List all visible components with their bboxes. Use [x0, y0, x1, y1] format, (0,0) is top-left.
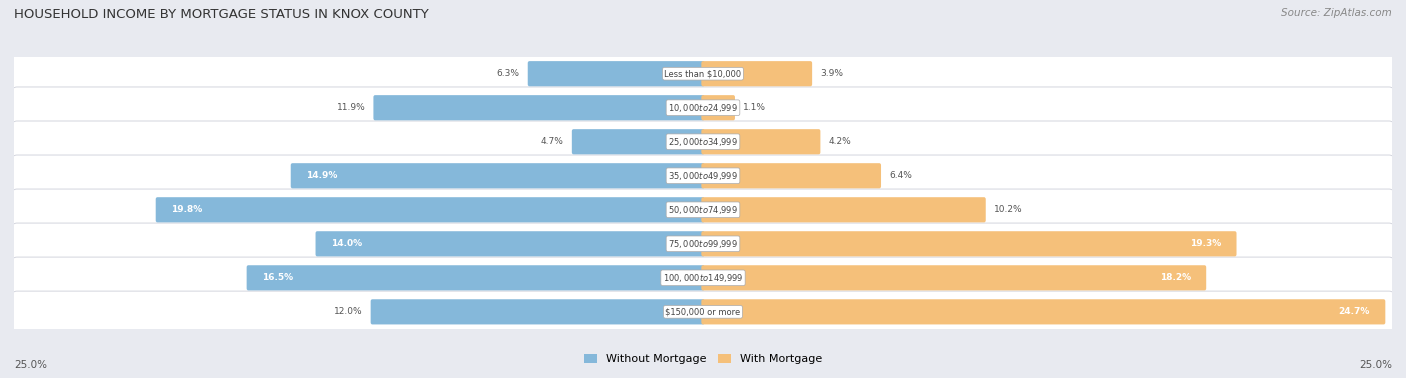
FancyBboxPatch shape — [702, 265, 1206, 290]
Text: 1.1%: 1.1% — [742, 103, 766, 112]
Text: 6.4%: 6.4% — [889, 171, 912, 180]
Text: $75,000 to $99,999: $75,000 to $99,999 — [668, 238, 738, 250]
Text: Source: ZipAtlas.com: Source: ZipAtlas.com — [1281, 8, 1392, 17]
FancyBboxPatch shape — [527, 61, 704, 86]
FancyBboxPatch shape — [291, 163, 704, 188]
Text: 25.0%: 25.0% — [14, 361, 46, 370]
Text: 14.9%: 14.9% — [307, 171, 337, 180]
Text: $25,000 to $34,999: $25,000 to $34,999 — [668, 136, 738, 148]
FancyBboxPatch shape — [11, 257, 1395, 299]
Text: 14.0%: 14.0% — [330, 239, 363, 248]
Text: 6.3%: 6.3% — [496, 69, 520, 78]
FancyBboxPatch shape — [11, 223, 1395, 265]
FancyBboxPatch shape — [11, 291, 1395, 333]
FancyBboxPatch shape — [702, 163, 882, 188]
Text: $10,000 to $24,999: $10,000 to $24,999 — [668, 102, 738, 114]
FancyBboxPatch shape — [572, 129, 704, 154]
Text: 4.2%: 4.2% — [828, 137, 851, 146]
Text: 19.3%: 19.3% — [1189, 239, 1220, 248]
FancyBboxPatch shape — [246, 265, 704, 290]
FancyBboxPatch shape — [11, 155, 1395, 197]
Text: 24.7%: 24.7% — [1339, 307, 1369, 316]
Text: 3.9%: 3.9% — [820, 69, 844, 78]
FancyBboxPatch shape — [702, 61, 813, 86]
FancyBboxPatch shape — [374, 95, 704, 120]
Text: 19.8%: 19.8% — [172, 205, 202, 214]
FancyBboxPatch shape — [11, 189, 1395, 231]
Text: $100,000 to $149,999: $100,000 to $149,999 — [662, 272, 744, 284]
FancyBboxPatch shape — [11, 121, 1395, 163]
FancyBboxPatch shape — [315, 231, 704, 256]
Text: 4.7%: 4.7% — [541, 137, 564, 146]
FancyBboxPatch shape — [702, 231, 1236, 256]
Text: $35,000 to $49,999: $35,000 to $49,999 — [668, 170, 738, 182]
Text: 16.5%: 16.5% — [262, 273, 294, 282]
Text: 11.9%: 11.9% — [336, 103, 366, 112]
Text: 25.0%: 25.0% — [1360, 361, 1392, 370]
FancyBboxPatch shape — [11, 53, 1395, 94]
Text: $50,000 to $74,999: $50,000 to $74,999 — [668, 204, 738, 216]
Text: $150,000 or more: $150,000 or more — [665, 307, 741, 316]
FancyBboxPatch shape — [702, 299, 1385, 324]
FancyBboxPatch shape — [11, 87, 1395, 129]
Text: 10.2%: 10.2% — [994, 205, 1022, 214]
Text: Less than $10,000: Less than $10,000 — [665, 69, 741, 78]
Text: 18.2%: 18.2% — [1160, 273, 1191, 282]
FancyBboxPatch shape — [702, 95, 735, 120]
FancyBboxPatch shape — [156, 197, 704, 222]
Text: HOUSEHOLD INCOME BY MORTGAGE STATUS IN KNOX COUNTY: HOUSEHOLD INCOME BY MORTGAGE STATUS IN K… — [14, 8, 429, 20]
FancyBboxPatch shape — [371, 299, 704, 324]
Legend: Without Mortgage, With Mortgage: Without Mortgage, With Mortgage — [579, 349, 827, 369]
FancyBboxPatch shape — [702, 129, 820, 154]
Text: 12.0%: 12.0% — [335, 307, 363, 316]
FancyBboxPatch shape — [702, 197, 986, 222]
